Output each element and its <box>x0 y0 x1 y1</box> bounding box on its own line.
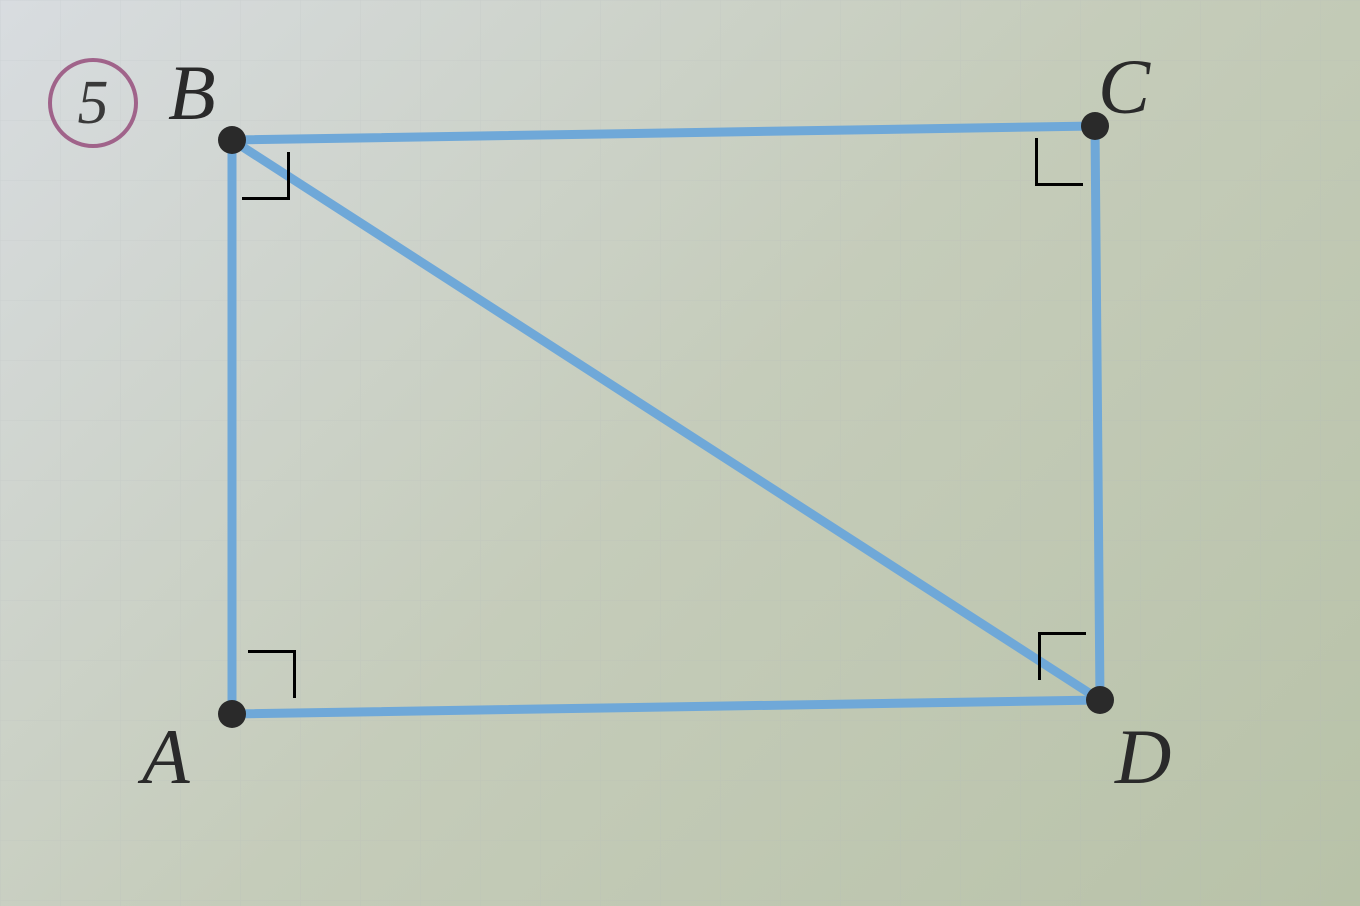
right-angle-marker-B <box>242 152 290 200</box>
geometry-diagram: A B C D <box>0 0 1360 906</box>
vertex-point-D <box>1086 686 1114 714</box>
right-angle-marker-A <box>248 650 296 698</box>
right-angle-marker-C <box>1035 138 1083 186</box>
vertex-point-B <box>218 126 246 154</box>
edge-BD <box>232 140 1100 700</box>
edge-BC <box>232 126 1095 140</box>
edge-DA <box>232 700 1100 714</box>
vertex-label-A: A <box>142 712 190 802</box>
edge-CD <box>1095 126 1100 700</box>
right-angle-marker-D <box>1038 632 1086 680</box>
vertex-label-C: C <box>1098 42 1150 132</box>
vertex-label-B: B <box>168 48 216 138</box>
vertex-point-A <box>218 700 246 728</box>
vertex-label-D: D <box>1115 712 1171 802</box>
